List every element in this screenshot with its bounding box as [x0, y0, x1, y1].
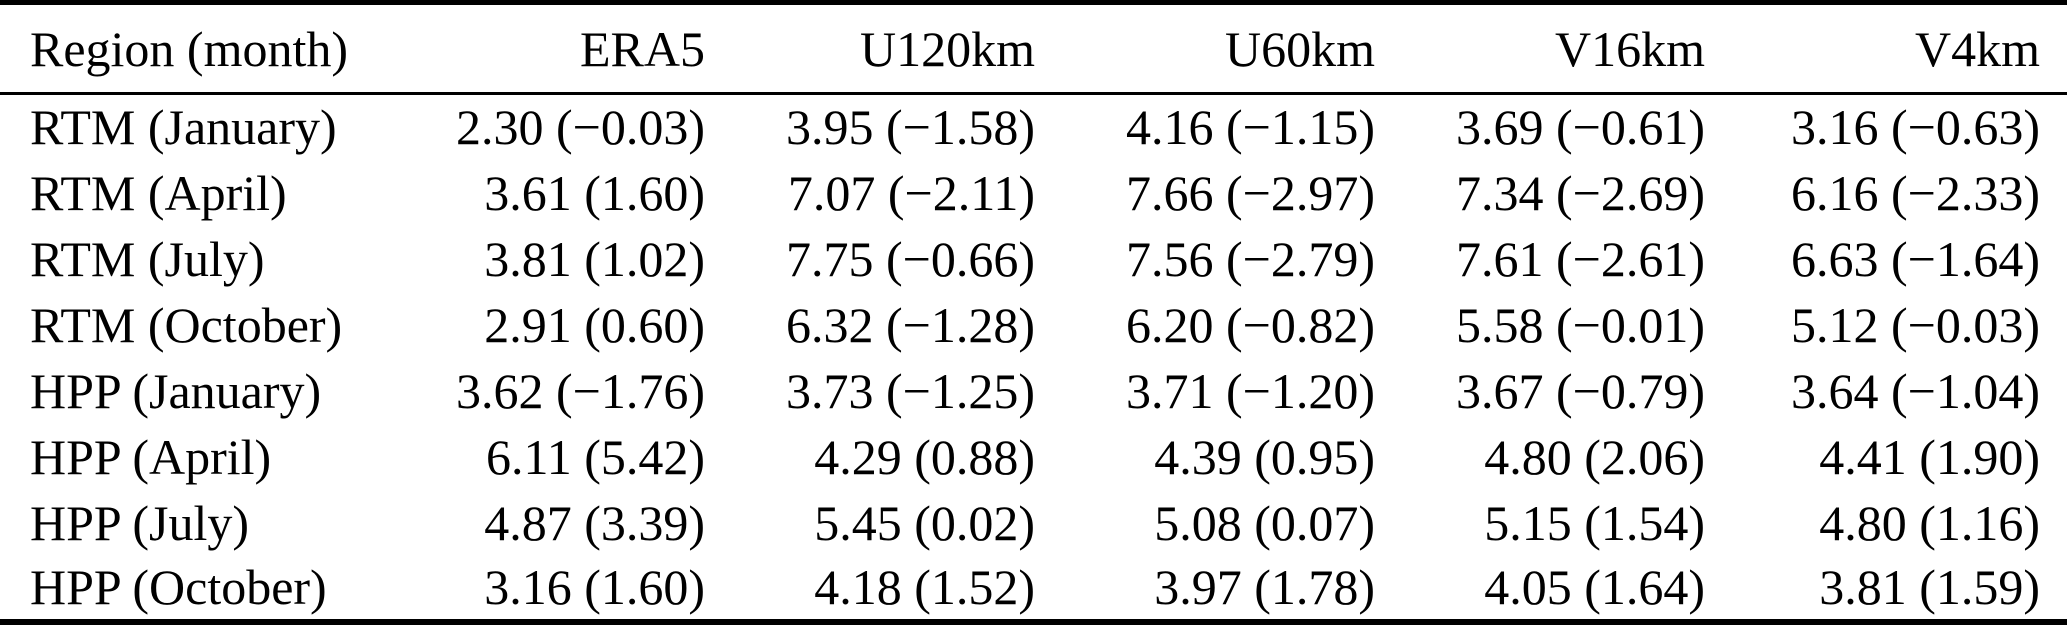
row-label: HPP (January): [30, 362, 322, 419]
column-header-region-month: Region (month): [30, 20, 349, 77]
cell-v4km: 5.12 (−0.03): [1791, 296, 2040, 353]
column-header-era5: ERA5: [580, 20, 705, 77]
cell-v4km: 4.80 (1.16): [1819, 494, 2040, 551]
cell-u120km: 3.95 (−1.58): [786, 99, 1035, 156]
cell-u120km: 3.73 (−1.25): [786, 362, 1035, 419]
cell-u60km: 7.56 (−2.79): [1126, 230, 1375, 287]
cell-v4km: 4.41 (1.90): [1819, 428, 2040, 485]
row-label: HPP (July): [30, 494, 250, 551]
cell-era5: 3.61 (1.60): [484, 164, 705, 221]
cell-u60km: 5.08 (0.07): [1154, 494, 1375, 551]
cell-v4km: 6.16 (−2.33): [1791, 164, 2040, 221]
cell-v4km: 3.16 (−0.63): [1791, 99, 2040, 156]
row-label: RTM (October): [30, 296, 343, 353]
table-row: HPP (July) 4.87 (3.39) 5.45 (0.02) 5.08 …: [0, 490, 2067, 556]
table-row: RTM (July) 3.81 (1.02) 7.75 (−0.66) 7.56…: [0, 226, 2067, 292]
table-row: HPP (October) 3.16 (1.60) 4.18 (1.52) 3.…: [0, 556, 2067, 622]
cell-v16km: 7.61 (−2.61): [1456, 230, 1705, 287]
cell-v16km: 4.80 (2.06): [1484, 428, 1705, 485]
cell-v16km: 3.67 (−0.79): [1456, 362, 1705, 419]
table-row: RTM (January) 2.30 (−0.03) 3.95 (−1.58) …: [0, 94, 2067, 160]
cell-era5: 3.16 (1.60): [484, 559, 705, 615]
table-row: HPP (April) 6.11 (5.42) 4.29 (0.88) 4.39…: [0, 424, 2067, 490]
row-label: RTM (January): [30, 99, 337, 156]
cell-u120km: 7.07 (−2.11): [787, 164, 1035, 221]
cell-era5: 3.62 (−1.76): [456, 362, 705, 419]
cell-v16km: 5.58 (−0.01): [1456, 296, 1705, 353]
cell-u120km: 4.18 (1.52): [814, 559, 1035, 615]
cell-u120km: 7.75 (−0.66): [786, 230, 1035, 287]
cell-u120km: 4.29 (0.88): [814, 428, 1035, 485]
cell-v16km: 3.69 (−0.61): [1456, 99, 1705, 156]
cell-u60km: 6.20 (−0.82): [1126, 296, 1375, 353]
cell-era5: 2.30 (−0.03): [456, 99, 705, 156]
cell-u60km: 4.16 (−1.15): [1126, 99, 1375, 156]
table-row: RTM (October) 2.91 (0.60) 6.32 (−1.28) 6…: [0, 292, 2067, 358]
cell-u120km: 5.45 (0.02): [814, 494, 1035, 551]
cell-v4km: 3.64 (−1.04): [1791, 362, 2040, 419]
cell-u60km: 4.39 (0.95): [1154, 428, 1375, 485]
row-label: HPP (April): [30, 428, 272, 485]
row-label: HPP (October): [30, 559, 327, 615]
table-row: HPP (January) 3.62 (−1.76) 3.73 (−1.25) …: [0, 358, 2067, 424]
column-header-u120km: U120km: [860, 20, 1035, 77]
column-header-v4km: V4km: [1915, 20, 2040, 77]
cell-v16km: 5.15 (1.54): [1484, 494, 1705, 551]
column-header-v16km: V16km: [1555, 20, 1705, 77]
cell-u60km: 3.71 (−1.20): [1126, 362, 1375, 419]
cell-u60km: 3.97 (1.78): [1154, 559, 1375, 615]
cell-era5: 4.87 (3.39): [484, 494, 705, 551]
cell-v4km: 6.63 (−1.64): [1791, 230, 2040, 287]
cell-v16km: 4.05 (1.64): [1484, 559, 1705, 615]
cell-u60km: 7.66 (−2.97): [1126, 164, 1375, 221]
column-header-u60km: U60km: [1225, 20, 1375, 77]
row-label: RTM (July): [30, 230, 265, 287]
cell-era5: 6.11 (5.42): [486, 428, 705, 485]
cell-v4km: 3.81 (1.59): [1819, 559, 2040, 615]
cell-v16km: 7.34 (−2.69): [1456, 164, 1705, 221]
header-row: Region (month) ERA5 U120km U60km V16km V…: [0, 3, 2067, 94]
table-row: RTM (April) 3.61 (1.60) 7.07 (−2.11) 7.6…: [0, 160, 2067, 226]
cell-u120km: 6.32 (−1.28): [786, 296, 1035, 353]
cell-era5: 3.81 (1.02): [484, 230, 705, 287]
cell-era5: 2.91 (0.60): [484, 296, 705, 353]
row-label: RTM (April): [30, 164, 287, 221]
